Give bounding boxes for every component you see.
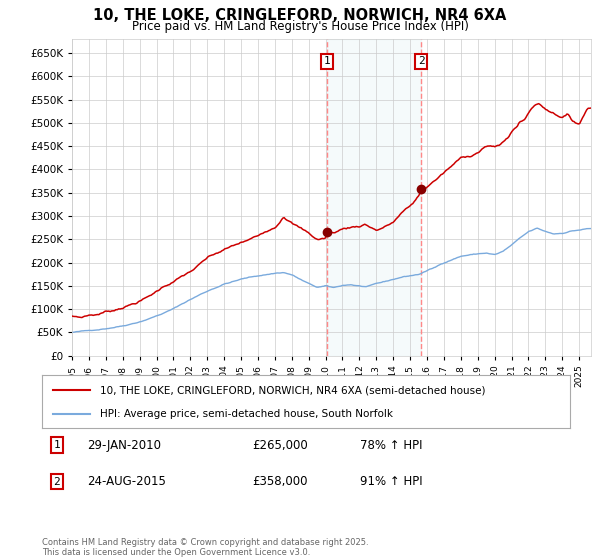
Text: £265,000: £265,000 xyxy=(252,438,308,452)
Text: 29-JAN-2010: 29-JAN-2010 xyxy=(87,438,161,452)
Text: HPI: Average price, semi-detached house, South Norfolk: HPI: Average price, semi-detached house,… xyxy=(100,408,393,418)
Text: 91% ↑ HPI: 91% ↑ HPI xyxy=(360,475,422,488)
Text: 2: 2 xyxy=(418,57,424,66)
Bar xyxy=(327,39,421,356)
Text: 2: 2 xyxy=(53,477,61,487)
Text: 24-AUG-2015: 24-AUG-2015 xyxy=(87,475,166,488)
Text: Price paid vs. HM Land Registry's House Price Index (HPI): Price paid vs. HM Land Registry's House … xyxy=(131,20,469,32)
Text: 1: 1 xyxy=(53,440,61,450)
Text: 10, THE LOKE, CRINGLEFORD, NORWICH, NR4 6XA (semi-detached house): 10, THE LOKE, CRINGLEFORD, NORWICH, NR4 … xyxy=(100,385,485,395)
Text: 78% ↑ HPI: 78% ↑ HPI xyxy=(360,438,422,452)
Text: 10, THE LOKE, CRINGLEFORD, NORWICH, NR4 6XA: 10, THE LOKE, CRINGLEFORD, NORWICH, NR4 … xyxy=(94,8,506,24)
Text: 1: 1 xyxy=(323,57,331,66)
Text: Contains HM Land Registry data © Crown copyright and database right 2025.
This d: Contains HM Land Registry data © Crown c… xyxy=(42,538,368,557)
Text: £358,000: £358,000 xyxy=(252,475,308,488)
